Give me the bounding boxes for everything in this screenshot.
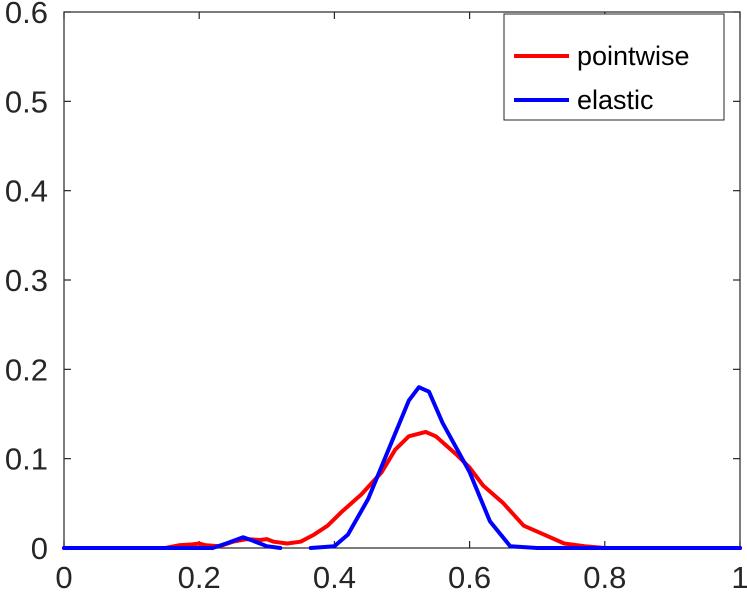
- y-tick-label: 0.4: [5, 174, 48, 209]
- legend-box: [503, 13, 725, 121]
- y-tick-label: 0: [31, 531, 48, 566]
- series-line-elastic-0: [62, 535, 283, 550]
- y-tick-label: 0.6: [5, 0, 48, 30]
- legend-label-elastic: elastic: [577, 85, 654, 115]
- x-tick-label: 1: [731, 560, 747, 595]
- series-lines: [62, 385, 742, 550]
- x-tick-label: 0.2: [178, 560, 221, 595]
- series-line-elastic-1: [308, 385, 742, 550]
- x-tick-label: 0.4: [313, 560, 356, 595]
- legend: pointwise elastic: [503, 13, 725, 121]
- x-tick-label: 0.8: [583, 560, 626, 595]
- y-tick-label: 0.1: [5, 442, 48, 477]
- series-line-pointwise-0: [62, 429, 742, 550]
- x-tick-label: 0: [55, 560, 72, 595]
- legend-label-pointwise: pointwise: [577, 41, 690, 71]
- y-tick-label: 0.2: [5, 352, 48, 387]
- y-tick-label: 0.5: [5, 84, 48, 119]
- y-tick-label: 0.3: [5, 263, 48, 298]
- x-tick-label: 0.6: [448, 560, 491, 595]
- tick-labels: 0 0.2 0.4 0.6 0.8 1 0 0.1 0.2 0.3 0.4 0.5 0.6: [5, 0, 747, 595]
